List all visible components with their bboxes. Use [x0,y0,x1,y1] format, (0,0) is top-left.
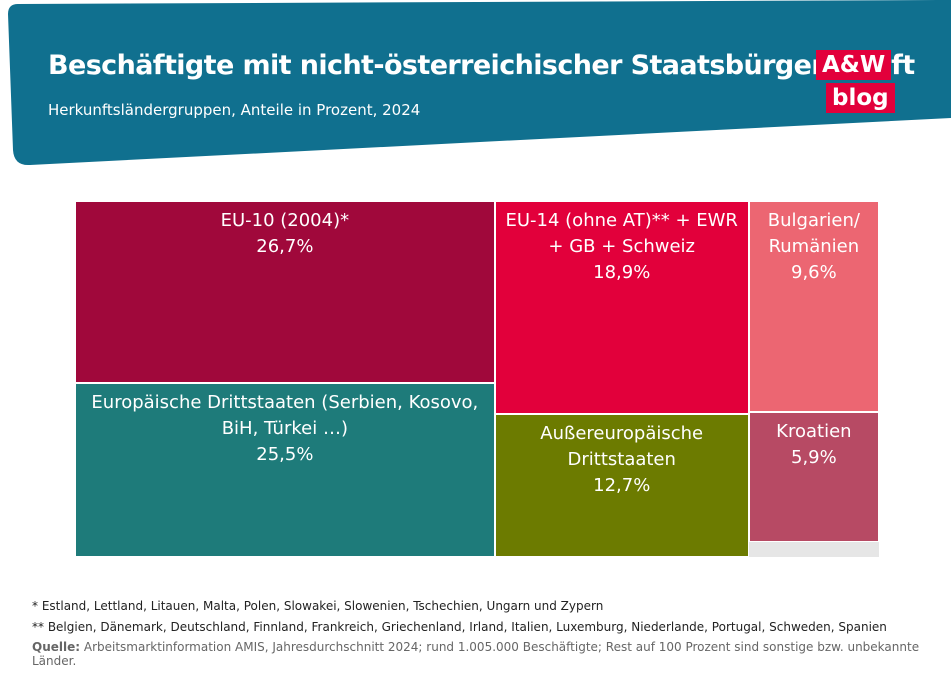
tile-value: 26,7% [256,236,314,257]
tile-label: EU-10 (2004)* [220,210,350,231]
tile-label: Außereuropäische Drittstaaten [540,422,704,470]
chart-subtitle: Herkunftsländergruppen, Anteile in Proze… [48,101,421,119]
chart-title: Beschäftigte mit nicht-österreichischer … [48,50,915,81]
tile-value: 18,9% [593,262,651,283]
tile: Bulgarien/ Rumänien 9,6% [748,201,879,412]
tile-label: Bulgarien/ Rumänien [767,210,860,257]
tile-label: EU-14 (ohne AT)** + EWR + GB + Schweiz [505,210,738,257]
rest-area [748,541,879,557]
tile: Kroatien 5,9% [748,411,879,542]
footnote: ** Belgien, Dänemark, Deutschland, Finnl… [32,620,887,634]
logo: A&W [816,50,892,80]
header-banner [8,0,951,166]
tile-value: 12,7% [593,474,651,496]
logo: blog [826,83,895,113]
tile-value: 5,9% [791,446,837,468]
source-label: Quelle: [32,640,81,654]
treemap: EU-10 (2004)* 26,7% Europäische Drittstaat… [75,201,879,557]
footnote: * Estland, Lettland, Litauen, Malta, Pol… [32,599,604,613]
tile: Außereuropäische Drittstaaten 12,7% [494,413,749,557]
tile-label: Kroatien [776,420,852,442]
tile: EU-10 (2004)* 26,7% [75,201,495,384]
tile: EU-14 (ohne AT)** + EWR + GB + Schweiz 18… [494,201,749,414]
tile: Europäische Drittstaaten (Serbien, Kosov… [75,383,495,557]
tile-label: Europäische Drittstaaten (Serbien, Kosov… [91,392,479,440]
tile-value: 25,5% [256,444,314,466]
source: Quelle: Arbeitsmarktinformation AMIS, Ja… [32,640,951,668]
tile-value: 9,6% [791,262,837,283]
source-text: Arbeitsmarktinformation AMIS, Jahresdurc… [32,640,920,668]
